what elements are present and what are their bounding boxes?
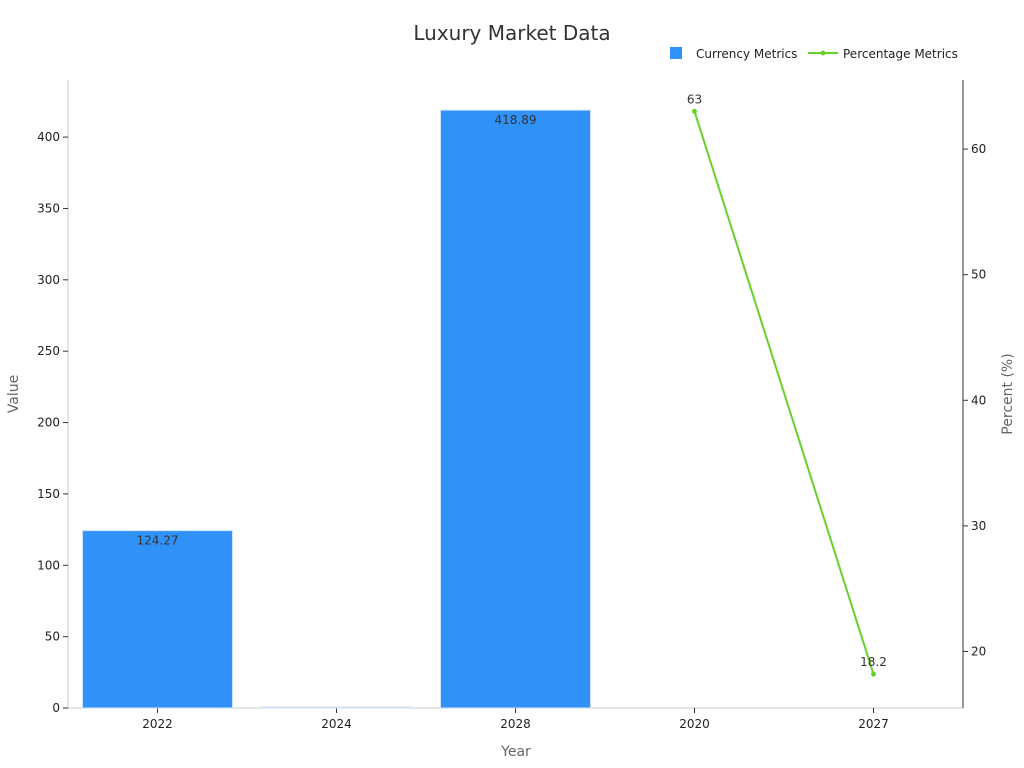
y2-axis-title: Percent (%) — [1000, 353, 1016, 434]
x-tick-label: 2020 — [679, 717, 710, 731]
legend-marker-percentage-metrics — [820, 50, 826, 56]
y-tick-label: 350 — [37, 201, 60, 215]
x-tick-label: 2024 — [321, 717, 352, 731]
x-axis-title: Year — [500, 744, 531, 760]
line-point-2020 — [692, 108, 697, 114]
x-tick-label: 2028 — [500, 717, 531, 731]
x-tick-label: 2022 — [142, 717, 173, 731]
y2-tick-label: 30 — [971, 519, 986, 533]
y-tick-label: 250 — [37, 344, 60, 358]
bar-value-label-2022: 124.27 — [137, 534, 179, 548]
y2-tick-label: 60 — [971, 142, 986, 156]
y-tick-label: 300 — [37, 273, 60, 287]
y2-tick-label: 20 — [971, 644, 986, 658]
y-tick-label: 0 — [52, 701, 60, 715]
y2-tick-label: 50 — [971, 268, 986, 282]
line-series — [692, 108, 876, 677]
x-tick-label: 2027 — [858, 717, 889, 731]
y-tick-label: 150 — [37, 487, 60, 501]
y-tick-label: 50 — [45, 630, 60, 644]
bar-value-label-2028: 418.89 — [495, 113, 537, 127]
percentage-metrics-line — [693, 111, 875, 675]
bar-2024 — [261, 706, 412, 709]
line-value-label-2020: 63 — [687, 92, 702, 106]
chart-title: Luxury Market Data — [413, 21, 610, 45]
bar-2028 — [440, 109, 591, 709]
y-axis-title: Value — [6, 375, 22, 413]
legend-swatch-currency-metrics — [670, 47, 682, 59]
data-labels: 124.27 418.89 63 18.2 — [137, 92, 887, 669]
bar-series — [82, 109, 591, 709]
y-tick-label: 400 — [37, 130, 60, 144]
bar-2022 — [82, 530, 233, 709]
line-point-2027 — [871, 671, 876, 677]
legend-label-percentage-metrics: Percentage Metrics — [843, 47, 958, 61]
line-value-label-2027: 18.2 — [860, 655, 887, 669]
y-tick-label: 100 — [37, 558, 60, 572]
y-tick-label: 200 — [37, 416, 60, 430]
y2-tick-label: 40 — [971, 393, 986, 407]
legend-label-currency-metrics: Currency Metrics — [696, 47, 797, 61]
chart-legend: Currency Metrics Percentage Metrics — [670, 47, 958, 61]
